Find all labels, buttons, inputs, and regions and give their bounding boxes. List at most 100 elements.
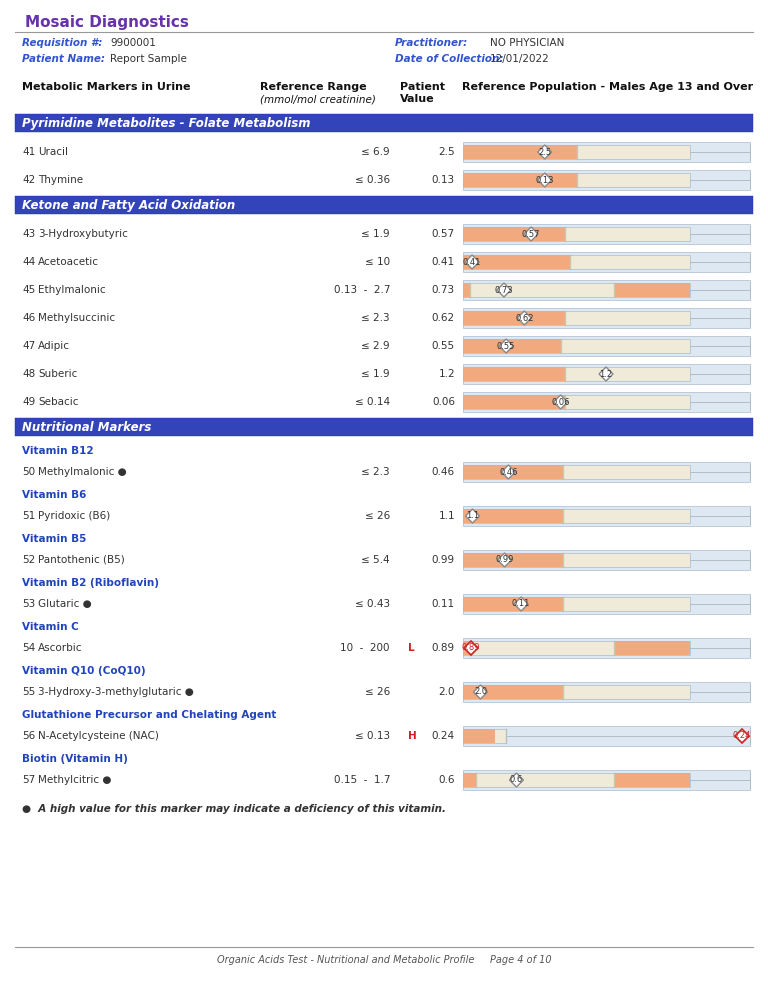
Text: Date of Collection:: Date of Collection:: [395, 54, 504, 64]
Polygon shape: [497, 283, 511, 297]
FancyBboxPatch shape: [463, 770, 750, 790]
FancyBboxPatch shape: [577, 173, 690, 187]
Text: Vitamin B2 (Riboflavin): Vitamin B2 (Riboflavin): [22, 578, 159, 588]
Text: ≤ 2.3: ≤ 2.3: [362, 313, 390, 323]
Text: ≤ 2.9: ≤ 2.9: [362, 341, 390, 351]
Text: 0.46: 0.46: [432, 467, 455, 477]
FancyBboxPatch shape: [463, 339, 561, 353]
FancyBboxPatch shape: [463, 682, 750, 702]
Text: Pyridoxic (B6): Pyridoxic (B6): [38, 511, 111, 521]
Text: 1.1: 1.1: [439, 511, 455, 521]
FancyBboxPatch shape: [476, 773, 614, 787]
FancyBboxPatch shape: [463, 392, 750, 412]
FancyBboxPatch shape: [463, 364, 750, 384]
FancyBboxPatch shape: [463, 224, 750, 244]
Text: ≤ 0.36: ≤ 0.36: [355, 175, 390, 185]
Text: Ethylmalonic: Ethylmalonic: [38, 285, 106, 295]
Text: Vitamin Q10 (CoQ10): Vitamin Q10 (CoQ10): [22, 666, 146, 676]
Text: 0.62: 0.62: [432, 313, 455, 323]
Text: Pyrimidine Metabolites - Folate Metabolism: Pyrimidine Metabolites - Folate Metaboli…: [22, 117, 310, 130]
Text: 2.0: 2.0: [474, 687, 487, 696]
Text: Vitamin C: Vitamin C: [22, 622, 79, 632]
FancyBboxPatch shape: [463, 173, 577, 187]
FancyBboxPatch shape: [463, 308, 750, 328]
Text: ●  A high value for this marker may indicate a deficiency of this vitamin.: ● A high value for this marker may indic…: [22, 804, 446, 814]
Text: Vitamin B5: Vitamin B5: [22, 534, 86, 544]
Polygon shape: [538, 173, 551, 187]
Text: 47: 47: [22, 341, 35, 351]
Text: Organic Acids Test - Nutritional and Metabolic Profile     Page 4 of 10: Organic Acids Test - Nutritional and Met…: [217, 955, 551, 965]
Text: 0.06: 0.06: [432, 397, 455, 407]
Text: 0.73: 0.73: [495, 286, 513, 295]
FancyBboxPatch shape: [463, 311, 565, 325]
Text: 0.41: 0.41: [463, 257, 482, 266]
Text: 0.13: 0.13: [432, 175, 455, 185]
FancyBboxPatch shape: [565, 311, 690, 325]
Text: Value: Value: [400, 94, 435, 104]
Text: 43: 43: [22, 229, 35, 239]
Text: Methylcitric ●: Methylcitric ●: [38, 775, 111, 785]
Text: 1.2: 1.2: [600, 369, 613, 378]
FancyBboxPatch shape: [565, 227, 690, 241]
FancyBboxPatch shape: [463, 283, 470, 297]
FancyBboxPatch shape: [463, 280, 750, 300]
Text: Pantothenic (B5): Pantothenic (B5): [38, 555, 124, 565]
FancyBboxPatch shape: [463, 145, 577, 159]
FancyBboxPatch shape: [561, 339, 690, 353]
Text: 0.55: 0.55: [497, 342, 515, 351]
FancyBboxPatch shape: [463, 465, 563, 479]
FancyBboxPatch shape: [15, 196, 753, 214]
FancyBboxPatch shape: [463, 336, 750, 356]
Text: 54: 54: [22, 643, 35, 653]
Text: Suberic: Suberic: [38, 369, 78, 379]
Text: Reference Population - Males Age 13 and Over: Reference Population - Males Age 13 and …: [462, 82, 753, 92]
FancyBboxPatch shape: [463, 255, 570, 269]
FancyBboxPatch shape: [463, 553, 563, 567]
Polygon shape: [502, 465, 515, 479]
FancyBboxPatch shape: [614, 773, 690, 787]
Text: 0.99: 0.99: [495, 556, 514, 565]
Text: 9900001: 9900001: [110, 38, 156, 48]
FancyBboxPatch shape: [471, 641, 614, 655]
Text: 12/01/2022: 12/01/2022: [490, 54, 550, 64]
Text: 0.89: 0.89: [432, 643, 455, 653]
Text: 3-Hydroxybutyric: 3-Hydroxybutyric: [38, 229, 128, 239]
FancyBboxPatch shape: [463, 142, 750, 162]
FancyBboxPatch shape: [565, 367, 690, 381]
Text: Mosaic Diagnostics: Mosaic Diagnostics: [25, 15, 189, 30]
Text: 0.99: 0.99: [432, 555, 455, 565]
Text: H: H: [408, 731, 417, 741]
Text: Vitamin B12: Vitamin B12: [22, 446, 94, 456]
FancyBboxPatch shape: [563, 597, 690, 611]
FancyBboxPatch shape: [470, 283, 614, 297]
Text: 48: 48: [22, 369, 35, 379]
Text: Patient Name:: Patient Name:: [22, 54, 105, 64]
FancyBboxPatch shape: [463, 597, 563, 611]
Text: ≤ 26: ≤ 26: [365, 687, 390, 697]
Polygon shape: [499, 339, 513, 353]
Text: ≤ 10: ≤ 10: [365, 257, 390, 267]
FancyBboxPatch shape: [463, 726, 750, 746]
Text: ≤ 0.14: ≤ 0.14: [355, 397, 390, 407]
Text: 1.1: 1.1: [466, 512, 479, 520]
Text: ≤ 0.43: ≤ 0.43: [355, 599, 390, 609]
Text: Adipic: Adipic: [38, 341, 70, 351]
Text: 0.11: 0.11: [512, 599, 530, 609]
FancyBboxPatch shape: [463, 685, 563, 699]
Text: 0.11: 0.11: [432, 599, 455, 609]
Text: Requisition #:: Requisition #:: [22, 38, 102, 48]
Text: 56: 56: [22, 731, 35, 741]
Text: Acetoacetic: Acetoacetic: [38, 257, 99, 267]
FancyBboxPatch shape: [563, 553, 690, 567]
FancyBboxPatch shape: [463, 594, 750, 614]
Text: 0.41: 0.41: [432, 257, 455, 267]
Text: 0.6: 0.6: [510, 776, 523, 785]
Text: Uracil: Uracil: [38, 147, 68, 157]
FancyBboxPatch shape: [463, 638, 750, 658]
FancyBboxPatch shape: [463, 729, 495, 743]
FancyBboxPatch shape: [563, 465, 690, 479]
Polygon shape: [524, 227, 538, 241]
FancyBboxPatch shape: [614, 283, 690, 297]
Text: 10  -  200: 10 - 200: [340, 643, 390, 653]
Polygon shape: [498, 553, 511, 567]
